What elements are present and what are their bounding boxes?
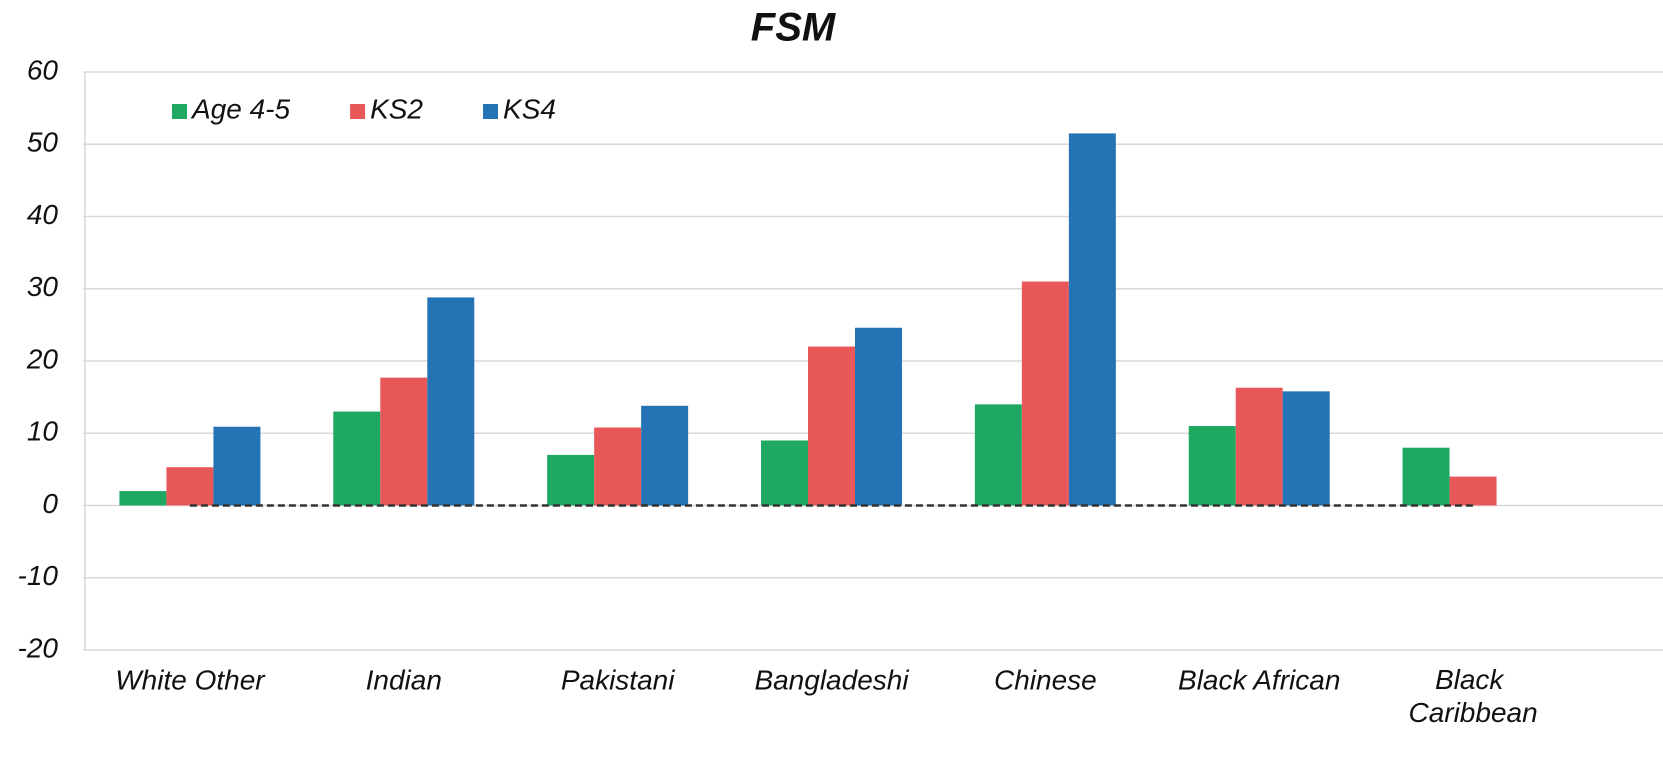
bar (808, 346, 855, 506)
y-tick-label: -10 (18, 560, 59, 591)
bar (119, 491, 167, 506)
bar (1402, 447, 1450, 506)
legend-swatch (483, 104, 499, 119)
y-tick-label: 20 (26, 343, 59, 374)
bar (641, 405, 689, 506)
y-tick-label: 50 (27, 127, 59, 158)
chart-title: FSM (751, 6, 837, 50)
x-tick-label: Bangladeshi (754, 664, 909, 695)
x-tick-label: Chinese (994, 664, 1097, 695)
x-tick-label: Pakistani (561, 664, 675, 695)
x-tick-label: Black Caribbean (1408, 664, 1537, 728)
bar (855, 327, 902, 506)
y-tick-label: 10 (27, 416, 59, 447)
bar (1068, 133, 1116, 506)
x-tick-label: Black African (1178, 664, 1340, 695)
bar (333, 411, 381, 506)
x-tick-label: Indian (366, 664, 442, 695)
legend-swatch (172, 104, 187, 119)
bar (761, 440, 808, 506)
bar (594, 427, 642, 506)
x-tick-label: White Other (115, 664, 266, 695)
bar (1235, 387, 1283, 506)
legend-label: Age 4-5 (190, 93, 290, 124)
bar (1282, 391, 1330, 506)
bar (166, 467, 214, 506)
legend-swatch (350, 104, 366, 119)
y-tick-label: 0 (42, 488, 58, 519)
legend-label: KS4 (503, 93, 556, 124)
y-tick-label: -20 (18, 632, 59, 663)
bar (1021, 281, 1069, 506)
y-tick-label: 30 (27, 271, 59, 302)
y-tick-label: 40 (27, 199, 59, 230)
bar (547, 454, 595, 506)
bar (1188, 426, 1236, 506)
legend-label: KS2 (370, 93, 423, 124)
bar (1449, 476, 1497, 506)
bar (213, 426, 261, 506)
bar (974, 404, 1022, 506)
bar (427, 297, 475, 506)
bar (380, 377, 428, 506)
y-tick-label: 60 (27, 54, 59, 85)
